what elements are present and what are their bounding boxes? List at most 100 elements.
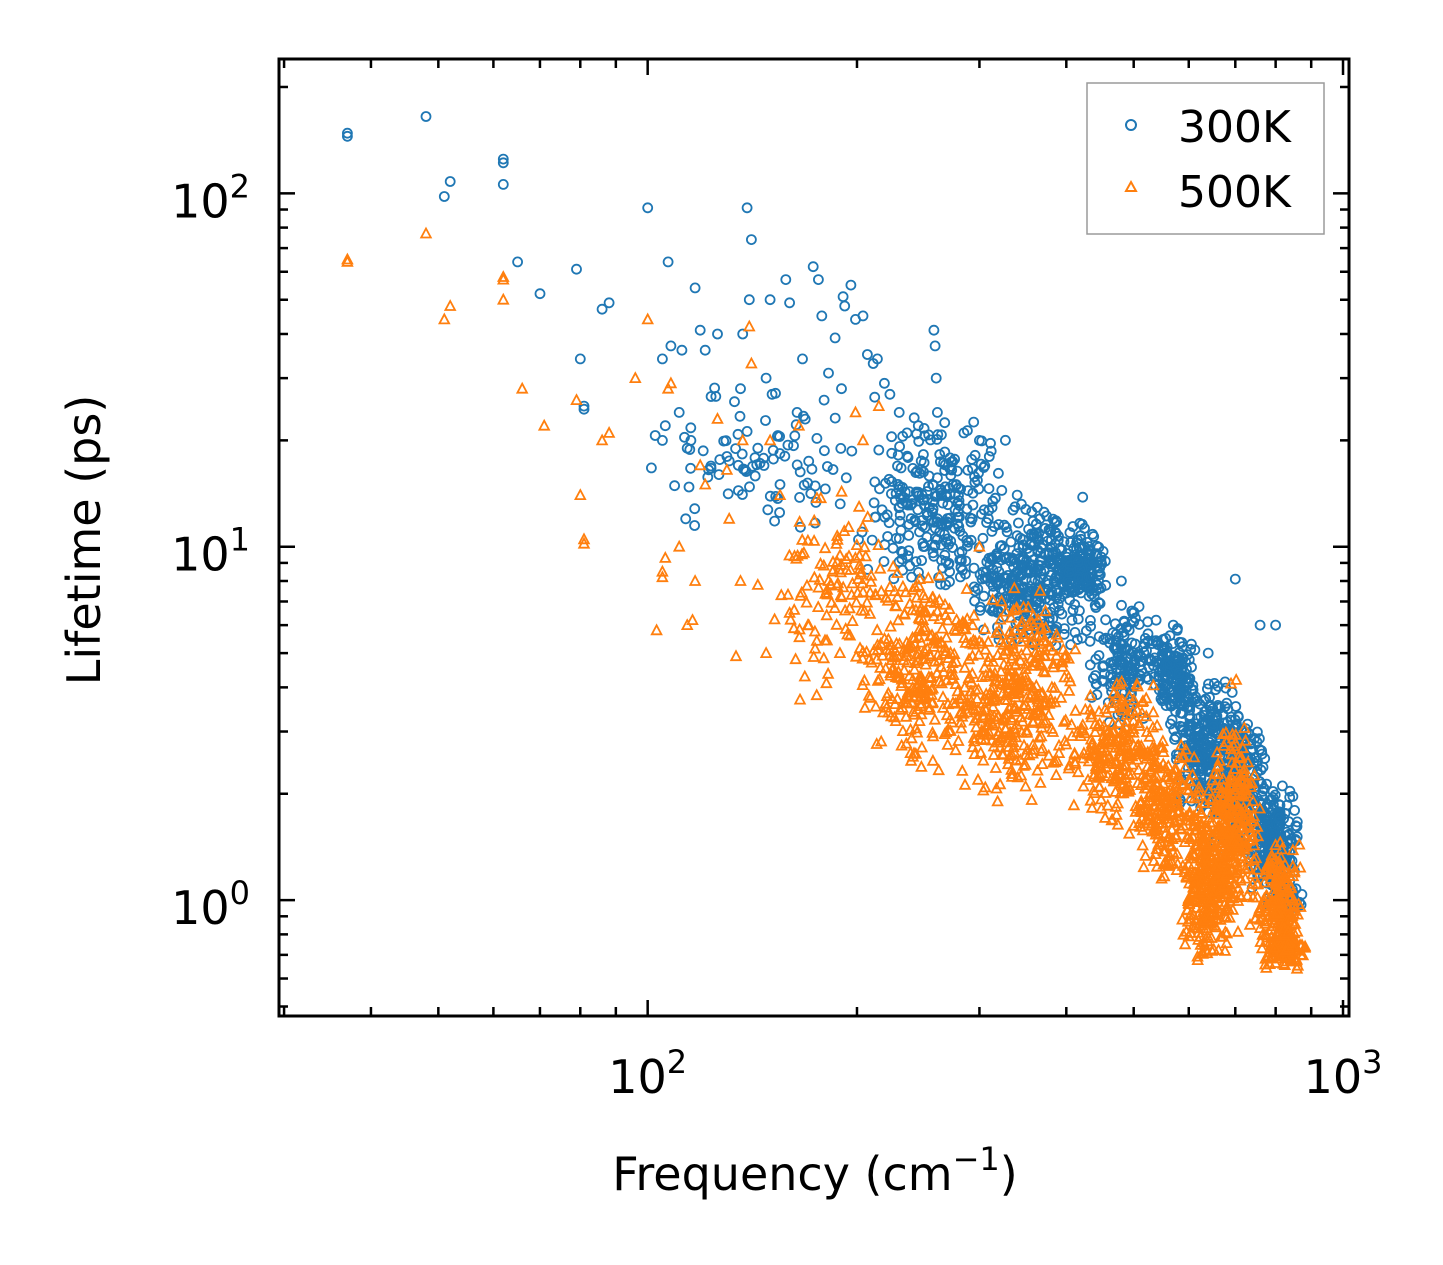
data-point-300k (642, 202, 654, 214)
data-point-500k (1136, 823, 1150, 836)
data-point-300k (749, 470, 761, 482)
data-point-500k (901, 655, 914, 668)
data-point-300k (662, 256, 674, 268)
data-point-300k (1229, 573, 1241, 585)
data-point-500k (957, 631, 971, 643)
data-point-500k (992, 709, 1005, 722)
data-point-500k (1111, 716, 1125, 728)
data-point-500k (1170, 847, 1184, 859)
data-point-300k (819, 483, 831, 495)
data-point-300k (1072, 556, 1084, 568)
data-point-500k (807, 650, 820, 662)
data-point-300k (1075, 530, 1086, 542)
data-point-500k (1019, 657, 1033, 669)
data-point-500k (1284, 880, 1298, 893)
data-point-300k (1159, 686, 1171, 698)
data-point-500k (341, 252, 354, 265)
data-point-300k (1207, 714, 1219, 725)
data-point-500k (886, 559, 900, 572)
data-point-500k (810, 688, 823, 701)
data-point-500k (1191, 908, 1205, 920)
data-point-500k (907, 690, 920, 703)
data-point-300k (908, 412, 920, 424)
data-point-500k (656, 570, 669, 583)
data-point-500k (341, 254, 354, 267)
data-point-300k (862, 349, 873, 360)
data-point-500k (1174, 738, 1188, 751)
data-point-300k (829, 332, 841, 344)
data-point-300k (881, 509, 893, 521)
data-point-300k (907, 493, 919, 505)
data-point-500k (871, 638, 884, 650)
data-point-500k (982, 718, 995, 730)
data-point-500k (910, 725, 924, 738)
data-point-300k (1152, 657, 1164, 669)
data-point-500k (1172, 751, 1186, 764)
data-point-300k (866, 534, 878, 546)
data-point-500k (1076, 718, 1090, 730)
data-point-500k (1199, 836, 1212, 849)
data-point-300k (969, 476, 981, 488)
data-point-500k (1027, 618, 1040, 631)
y-tick-label: 102 (171, 167, 250, 228)
data-point-500k (1237, 820, 1251, 832)
data-point-500k (977, 753, 990, 766)
data-point-500k (1249, 911, 1263, 923)
data-point-300k (1274, 812, 1286, 823)
data-point-500k (974, 745, 988, 758)
data-point-500k (641, 312, 654, 325)
data-point-500k (1034, 744, 1048, 757)
data-point-500k (1236, 741, 1250, 754)
data-point-500k (917, 644, 931, 656)
data-point-500k (1221, 862, 1235, 875)
data-point-500k (795, 547, 809, 560)
data-point-300k (689, 520, 700, 531)
data-point-300k (795, 521, 806, 533)
data-point-300k (951, 479, 962, 491)
data-point-300k (856, 526, 868, 538)
data-point-300k (932, 406, 943, 418)
data-point-300k (857, 310, 869, 322)
data-point-500k (1220, 936, 1233, 948)
data-point-500k (1098, 751, 1112, 764)
data-point-300k (733, 485, 744, 497)
data-point-500k (1062, 670, 1075, 683)
data-point-300k (886, 447, 898, 459)
data-point-500k (1034, 637, 1048, 649)
data-point-500k (994, 612, 1007, 625)
data-point-300k (1270, 619, 1281, 631)
data-point-300k (578, 403, 590, 415)
data-point-500k (664, 376, 678, 389)
data-point-500k (1149, 827, 1163, 840)
data-point-500k (950, 612, 963, 625)
data-point-500k (1026, 746, 1039, 759)
data-point-500k (787, 621, 801, 634)
data-point-300k (764, 490, 776, 502)
data-point-300k (1056, 608, 1068, 620)
data-point-500k (925, 682, 938, 695)
data-point-500k (820, 676, 833, 689)
data-point-300k (1194, 738, 1205, 750)
data-point-500k (1212, 781, 1226, 794)
data-point-500k (1232, 803, 1245, 816)
data-point-500k (1051, 630, 1064, 643)
data-point-500k (851, 572, 865, 584)
data-point-500k (1186, 867, 1200, 880)
data-point-300k (955, 554, 967, 565)
data-point-500k (978, 622, 992, 634)
data-point-300k (774, 448, 786, 459)
data-point-500k (1116, 749, 1129, 762)
data-point-500k (1191, 921, 1204, 934)
data-point-500k (1005, 747, 1019, 760)
data-point-500k (763, 433, 777, 446)
data-point-300k (868, 497, 880, 509)
data-point-300k (697, 445, 709, 457)
data-point-500k (1217, 738, 1230, 751)
data-point-300k (578, 400, 590, 412)
data-point-300k (934, 526, 946, 538)
data-point-500k (1015, 614, 1029, 627)
data-point-300k (953, 482, 964, 494)
data-point-300k (935, 490, 947, 501)
data-point-500k (1191, 953, 1204, 965)
